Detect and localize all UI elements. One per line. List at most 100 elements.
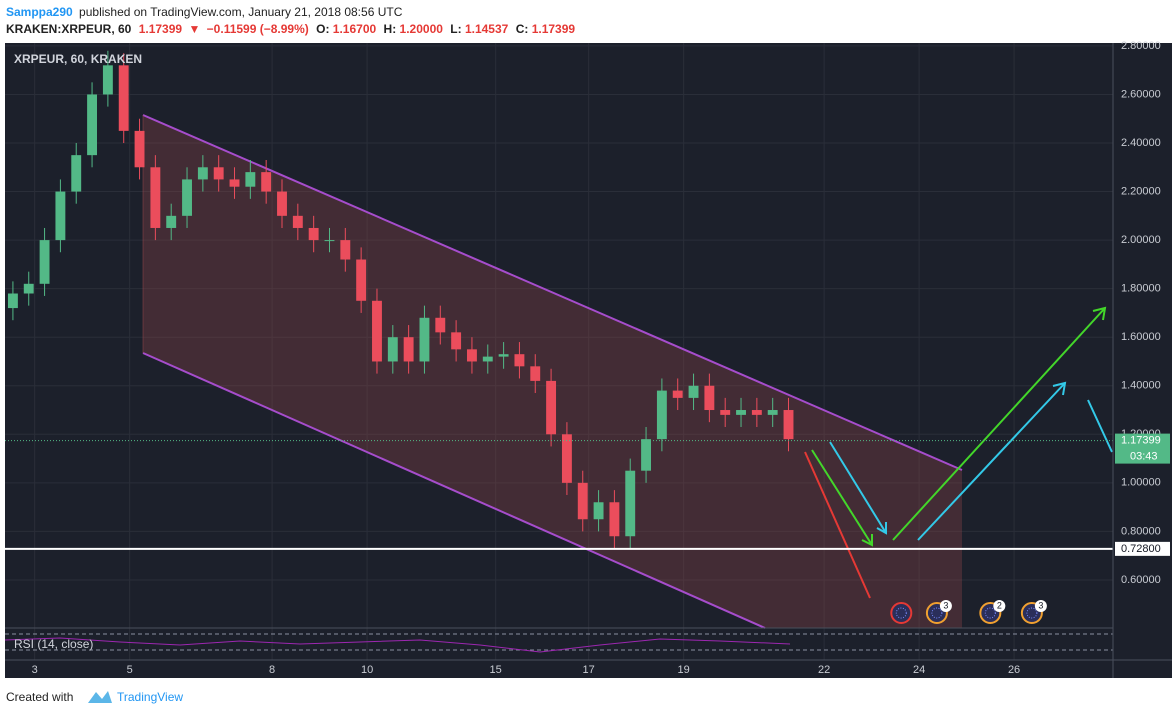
candle-body xyxy=(182,179,192,216)
rsi-line xyxy=(4,637,791,653)
x-tick-label: 22 xyxy=(818,664,830,676)
candle-body xyxy=(39,240,50,284)
candle-body xyxy=(656,390,667,440)
event-inner xyxy=(1026,607,1038,619)
symbol: KRAKEN:XRPEUR, 60 xyxy=(6,22,132,36)
arrow xyxy=(917,382,1066,541)
candle-body xyxy=(308,227,319,241)
change-arrow: ▼ xyxy=(188,22,200,36)
candle-body xyxy=(213,167,224,180)
candles xyxy=(7,50,794,549)
price-label: 1.17399 xyxy=(1121,435,1161,447)
candle-body xyxy=(372,300,382,362)
candle-body xyxy=(197,167,208,180)
level-box xyxy=(1115,541,1170,556)
logo xyxy=(88,691,112,703)
arrow xyxy=(804,451,871,599)
x-tick-label: 17 xyxy=(583,664,595,676)
candle-body xyxy=(55,191,66,241)
published: published on TradingView.com, January 21… xyxy=(79,5,403,19)
candle-body xyxy=(767,410,778,415)
last: 1.17399 xyxy=(139,22,183,36)
countdown: 03:43 xyxy=(1130,451,1158,463)
candle-body xyxy=(577,482,588,520)
candle-body xyxy=(23,283,34,294)
low: 1.14537 xyxy=(465,22,509,36)
candle-body xyxy=(482,356,493,362)
price-axis-bg xyxy=(1113,43,1172,678)
candle-body xyxy=(356,259,367,301)
event-icon xyxy=(890,602,913,624)
candle-body xyxy=(118,65,129,131)
candle-body xyxy=(150,167,161,228)
candle-body xyxy=(340,240,351,260)
x-tick-label: 19 xyxy=(678,664,690,676)
y-tick-label: 2.20000 xyxy=(1121,185,1161,197)
author[interactable]: Samppa290 xyxy=(6,5,73,19)
candle-body xyxy=(561,434,572,483)
y-tick-label: 2.60000 xyxy=(1121,88,1161,100)
candle-body xyxy=(166,215,177,228)
footer-brand[interactable]: TradingView xyxy=(117,690,183,704)
event-badge-label: 2 xyxy=(997,600,1002,610)
candle-body xyxy=(277,191,287,216)
candle-body xyxy=(546,380,557,435)
candle-body xyxy=(704,385,715,411)
y-tick-label: 1.40000 xyxy=(1121,380,1161,392)
y-tick-label: 2.40000 xyxy=(1121,137,1161,149)
y-tick-label: 1.00000 xyxy=(1121,477,1161,489)
event-badge xyxy=(993,600,1006,612)
candle-body xyxy=(229,179,240,187)
candle-body xyxy=(419,317,430,362)
close: 1.17399 xyxy=(532,22,576,36)
chart-title: XRPEUR, 60, KRAKEN xyxy=(14,52,142,66)
candle-body xyxy=(403,337,414,362)
candle-body xyxy=(261,172,272,192)
close-label: C: xyxy=(516,22,529,36)
candle-body xyxy=(466,349,477,362)
candle-body xyxy=(530,366,541,381)
candle-body xyxy=(751,410,762,415)
candle-body xyxy=(625,470,636,537)
arrow-head xyxy=(1092,306,1107,321)
arrow-head xyxy=(876,522,887,535)
high-label: H: xyxy=(384,22,397,36)
candle-body xyxy=(71,155,82,192)
y-tick-label: 1.80000 xyxy=(1121,283,1161,295)
change: −0.11599 (−8.99%) xyxy=(207,22,309,36)
candle-body xyxy=(498,354,509,357)
event-badge xyxy=(1034,600,1047,612)
high: 1.20000 xyxy=(400,22,444,36)
candle-body xyxy=(609,502,620,537)
candle-body xyxy=(783,410,794,440)
header-line-1: Samppa290 published on TradingView.com, … xyxy=(6,5,403,19)
header-line-2: KRAKEN:XRPEUR, 60 1.17399 ▼ −0.11599 (−8… xyxy=(6,22,575,36)
low-label: L: xyxy=(450,22,461,36)
event-inner xyxy=(895,607,907,619)
y-tick-label: 2.00000 xyxy=(1121,234,1161,246)
x-tick-label: 15 xyxy=(490,664,502,676)
channel-bottom xyxy=(142,352,766,629)
candle-body xyxy=(688,385,699,398)
candle-body xyxy=(720,410,731,415)
x-tick-label: 5 xyxy=(127,664,133,676)
candle-body xyxy=(134,130,145,168)
x-tick-label: 24 xyxy=(913,664,925,676)
overlay: 3 2 3 xyxy=(5,440,1113,624)
candle-body xyxy=(292,215,303,228)
y-tick-label: 0.80000 xyxy=(1121,525,1161,537)
y-tick-label: 1.60000 xyxy=(1121,331,1161,343)
arrow xyxy=(1087,399,1113,453)
footer-text: Created with xyxy=(6,690,73,704)
event-inner xyxy=(931,607,943,619)
arrow xyxy=(829,441,887,534)
chart-bg xyxy=(5,43,1113,678)
arrow-head xyxy=(1052,381,1067,396)
candle-body xyxy=(7,293,18,309)
arrow-head xyxy=(861,534,873,547)
candle-body xyxy=(245,172,256,187)
arrow xyxy=(892,307,1106,541)
event-inner xyxy=(984,607,996,619)
event-badge xyxy=(939,600,952,612)
